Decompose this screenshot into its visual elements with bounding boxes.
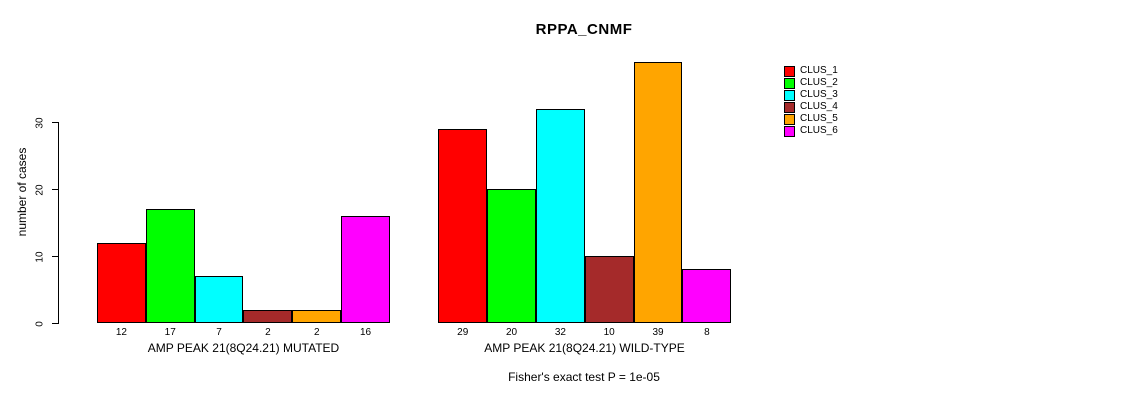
bar-clus_6 [341, 215, 390, 323]
y-axis-tick [52, 256, 58, 257]
legend-item: CLUS_4 [784, 101, 838, 113]
legend-item: CLUS_6 [784, 125, 838, 137]
bar-value-label: 29 [457, 327, 469, 338]
bar-value-label: 17 [164, 327, 176, 338]
y-axis-tick-label: 0 [34, 320, 46, 327]
legend-item-label: CLUS_3 [800, 89, 838, 100]
legend-color-swatch [784, 89, 795, 101]
chart-title: RPPA_CNMF [535, 21, 633, 38]
bar-value-label: 2 [313, 327, 320, 338]
x-axis-label-group-wildtype: AMP PEAK 21(8Q24.21) WILD-TYPE [484, 341, 685, 355]
bar-value-label: 16 [359, 327, 372, 338]
bar-value-label: 32 [554, 327, 566, 338]
bar-clus_5 [633, 61, 683, 323]
bar-value-label: 10 [603, 327, 615, 338]
bar-value-label: 20 [505, 327, 518, 338]
legend-item: CLUS_2 [784, 77, 838, 89]
legend-item-label: CLUS_2 [800, 77, 838, 88]
bar-value-label: 12 [115, 327, 127, 338]
y-axis-tick [52, 189, 58, 190]
legend-item-label: CLUS_1 [800, 65, 838, 76]
bar-value-label: 7 [216, 327, 222, 338]
x-axis-label-group-mutated: AMP PEAK 21(8Q24.21) MUTATED [147, 341, 340, 355]
y-axis-tick-label: 30 [34, 116, 46, 129]
bar-value-label: 39 [652, 327, 664, 338]
bar-clus_4 [243, 309, 293, 323]
bar-clus_1 [97, 242, 146, 323]
bar-clus_1 [438, 128, 488, 323]
bar-clus_3 [535, 108, 585, 323]
legend-color-swatch [784, 65, 795, 77]
bar-clus_2 [487, 189, 536, 323]
bar-value-label: 8 [704, 327, 710, 338]
legend-item: CLUS_5 [784, 113, 838, 125]
y-axis-tick-label: 20 [34, 183, 46, 196]
y-axis-tick-label: 10 [34, 250, 46, 263]
chart-annotation: Fisher's exact test P = 1e-05 [508, 370, 660, 384]
legend-item-label: CLUS_4 [800, 101, 838, 112]
legend-color-swatch [784, 101, 795, 113]
bar-clus_3 [194, 276, 244, 323]
bar-value-label: 2 [265, 327, 271, 338]
y-axis-line [58, 122, 59, 324]
y-axis-tick [52, 323, 58, 324]
bar-clus_2 [145, 209, 195, 323]
legend-item: CLUS_1 [784, 65, 838, 77]
bar-clus_4 [584, 256, 634, 323]
y-axis-title: number of cases [15, 147, 29, 237]
legend-item-label: CLUS_5 [800, 113, 838, 124]
legend-color-swatch [784, 113, 795, 125]
bar-clus_5 [292, 309, 342, 323]
legend-color-swatch [784, 77, 795, 89]
y-axis-tick [52, 122, 58, 123]
legend-item-label: CLUS_6 [800, 125, 838, 136]
legend-item: CLUS_3 [784, 89, 838, 101]
bar-clus_6 [682, 269, 732, 323]
legend-color-swatch [784, 125, 795, 137]
